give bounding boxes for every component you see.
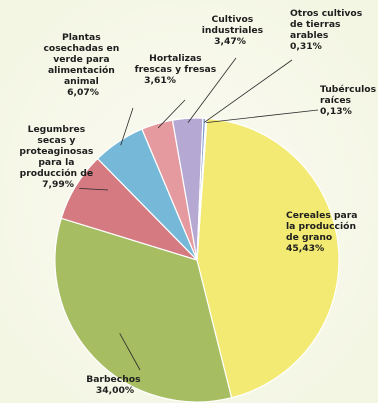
leader-line-plantas xyxy=(120,107,134,146)
leader-line-tuberculos xyxy=(206,109,319,123)
slice-cereales xyxy=(196,117,340,399)
leader-line-otros xyxy=(203,59,293,123)
slice-label-legumbres: Legumbres secas y proteaginosas para la … xyxy=(19,124,96,190)
leader-line-barbechos xyxy=(119,333,141,371)
slice-label-tuberculos: Tubérculos raíces 0,13% xyxy=(320,84,378,117)
slice-label-barbechos: Barbechos 34,00% xyxy=(86,374,144,396)
slice-label-otros: Otros cultivos de tierras arables 0,31% xyxy=(290,8,365,52)
pie-slices xyxy=(54,117,340,403)
slice-label-cereales: Cereales para la producción de grano 45,… xyxy=(286,210,361,254)
leader-line-legumbres xyxy=(79,188,109,191)
slice-label-plantas: Plantas cosechadas en verde para aliment… xyxy=(43,32,122,98)
slice-label-hortalizas: Hortalizas frescas y fresas 3,61% xyxy=(135,53,220,86)
slice-tuberculos xyxy=(196,117,208,261)
slice-barbechos xyxy=(54,217,233,403)
slice-label-cultivos: Cultivos industriales 3,47% xyxy=(202,14,267,47)
leader-line-cultivos xyxy=(187,57,237,123)
leader-line-hortalizas xyxy=(157,99,186,129)
leader-lines xyxy=(79,57,319,371)
